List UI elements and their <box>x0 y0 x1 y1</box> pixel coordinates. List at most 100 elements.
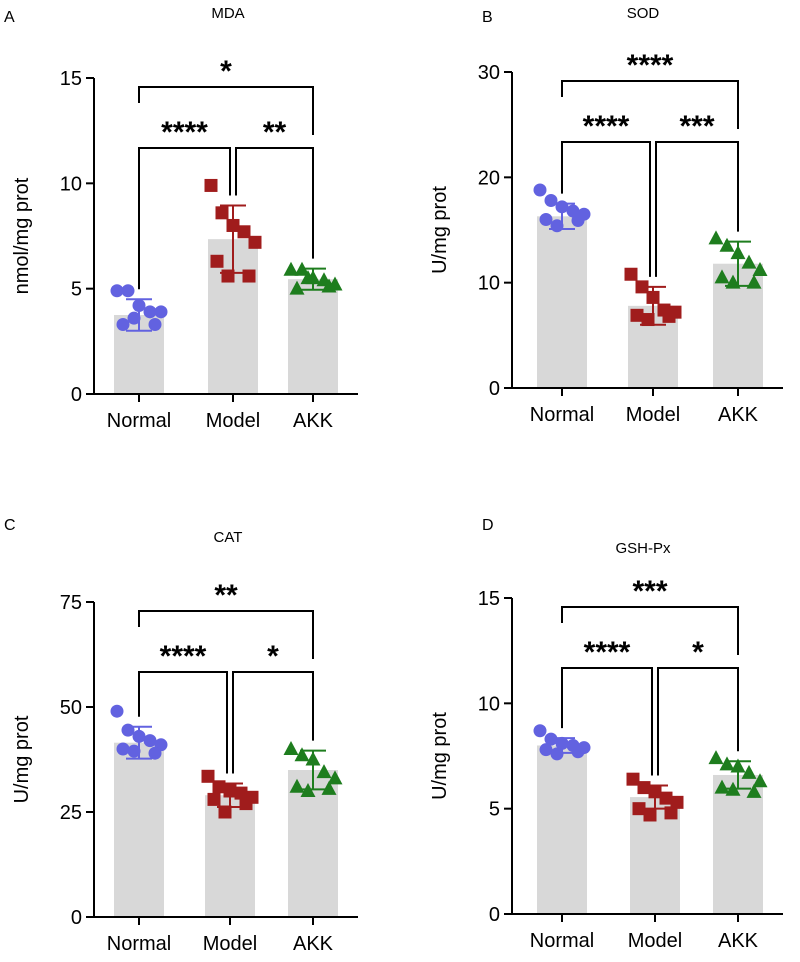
x-tick-label: Normal <box>107 933 171 955</box>
y-axis-label: U/mg prot <box>429 186 451 274</box>
y-axis-label: nmol/mg prot <box>11 177 33 294</box>
significance-label: ** <box>263 116 287 149</box>
data-point-model <box>242 269 256 283</box>
y-axis-label: U/mg prot <box>429 712 451 800</box>
data-point-normal <box>143 305 157 319</box>
y-axis-label: U/mg prot <box>11 715 33 803</box>
x-tick-label: Normal <box>530 930 594 952</box>
panel-letter: D <box>482 517 494 534</box>
data-point-akk <box>752 773 768 788</box>
data-point-model <box>239 797 253 811</box>
bar-normal <box>537 745 587 914</box>
data-point-model <box>632 802 646 816</box>
x-tick-label: Model <box>206 410 260 432</box>
data-point-normal <box>533 183 547 197</box>
x-tick-label: AKK <box>293 933 334 955</box>
data-point-akk <box>741 254 757 269</box>
data-point-model <box>662 309 676 323</box>
data-point-akk <box>752 262 768 277</box>
data-point-akk <box>714 269 730 284</box>
significance-label: **** <box>584 636 631 669</box>
data-point-model <box>207 792 221 806</box>
significance-label: *** <box>632 575 667 608</box>
data-point-model <box>630 308 644 322</box>
data-point-normal <box>571 745 585 759</box>
data-point-akk <box>714 779 730 794</box>
data-point-akk <box>719 237 735 252</box>
y-tick-label: 50 <box>60 697 82 719</box>
significance-label: ** <box>214 579 238 612</box>
data-point-normal <box>148 746 162 760</box>
data-point-model <box>234 786 248 800</box>
data-point-model <box>626 772 640 786</box>
bar-akk <box>288 279 338 394</box>
bar-akk <box>713 774 763 914</box>
x-tick-label: Model <box>626 404 680 426</box>
data-point-akk <box>746 783 762 798</box>
significance-bracket <box>138 671 228 774</box>
y-tick-label: 5 <box>489 799 500 821</box>
data-point-akk <box>283 261 299 276</box>
panel-letter: C <box>4 517 16 534</box>
x-tick-label: AKK <box>293 410 334 432</box>
significance-bracket <box>657 667 739 776</box>
data-point-model <box>641 313 655 327</box>
data-point-akk <box>289 280 305 295</box>
y-tick-label: 10 <box>478 693 500 715</box>
data-point-akk <box>719 756 735 771</box>
y-tick-label: 15 <box>60 68 82 90</box>
data-point-akk <box>316 764 332 779</box>
y-tick-label: 10 <box>60 173 82 195</box>
data-point-normal <box>110 284 124 298</box>
data-point-model <box>201 769 215 783</box>
y-tick-label: 10 <box>478 273 500 295</box>
panel-letter: B <box>482 9 493 26</box>
significance-bracket <box>561 141 651 277</box>
significance-label: * <box>692 636 704 669</box>
data-point-normal <box>143 734 157 748</box>
x-tick-label: Normal <box>107 410 171 432</box>
data-point-model <box>248 235 262 249</box>
data-point-akk <box>321 780 337 795</box>
y-tick-label: 0 <box>489 378 500 400</box>
data-point-akk <box>283 741 299 755</box>
data-point-model <box>210 254 224 268</box>
data-point-akk <box>300 270 316 285</box>
significance-bracket <box>138 610 314 659</box>
data-point-normal <box>110 704 124 718</box>
panel-title: MDA <box>211 5 244 22</box>
panel-letter: A <box>4 9 15 26</box>
significance-bracket <box>561 80 739 129</box>
data-point-akk <box>327 770 343 785</box>
bar-normal <box>537 216 587 388</box>
data-point-normal <box>539 212 553 226</box>
data-point-model <box>218 805 232 819</box>
panel-title: GSH-Px <box>615 540 671 557</box>
y-tick-label: 25 <box>60 802 82 824</box>
data-point-normal <box>148 317 162 331</box>
data-point-normal <box>571 214 585 228</box>
significance-bracket <box>232 671 314 774</box>
data-point-model <box>624 267 638 281</box>
y-tick-label: 75 <box>60 592 82 614</box>
y-tick-label: 20 <box>478 167 500 189</box>
x-tick-label: Model <box>628 930 682 952</box>
significance-label: **** <box>583 110 630 143</box>
significance-label: *** <box>679 110 714 143</box>
panel-title: CAT <box>214 529 243 546</box>
significance-bracket <box>561 606 739 655</box>
data-point-normal <box>550 747 564 761</box>
y-tick-label: 30 <box>478 62 500 84</box>
data-point-normal <box>116 742 130 756</box>
significance-label: **** <box>160 640 207 673</box>
data-point-model <box>204 178 218 192</box>
significance-bracket <box>138 147 231 290</box>
data-point-normal <box>127 311 141 325</box>
data-point-model <box>670 795 684 809</box>
panel-title: SOD <box>627 5 660 22</box>
significance-bracket <box>561 667 653 776</box>
x-tick-label: AKK <box>718 404 759 426</box>
